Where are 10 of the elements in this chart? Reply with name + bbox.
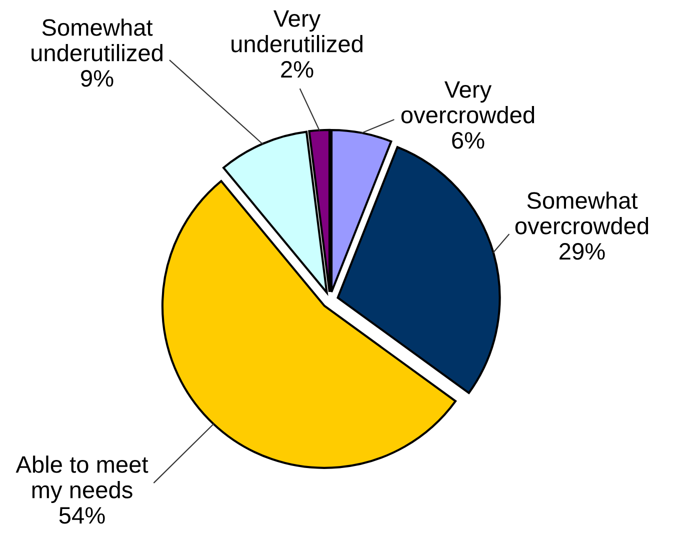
data-label: 9% (81, 70, 114, 87)
data-label: 54% (59, 507, 105, 524)
data-label: 29% (560, 243, 605, 260)
slice-label: Very underutilized (232, 10, 362, 52)
slice-label: Able to meet my needs (16, 456, 148, 504)
data-label: 2% (281, 61, 314, 78)
data-label: 6% (452, 132, 484, 149)
slice-label: Somewhat underutilized (32, 18, 162, 62)
slice-label: Very overcrowded (401, 81, 534, 124)
slice-label: Somewhat overcrowded (515, 192, 648, 234)
